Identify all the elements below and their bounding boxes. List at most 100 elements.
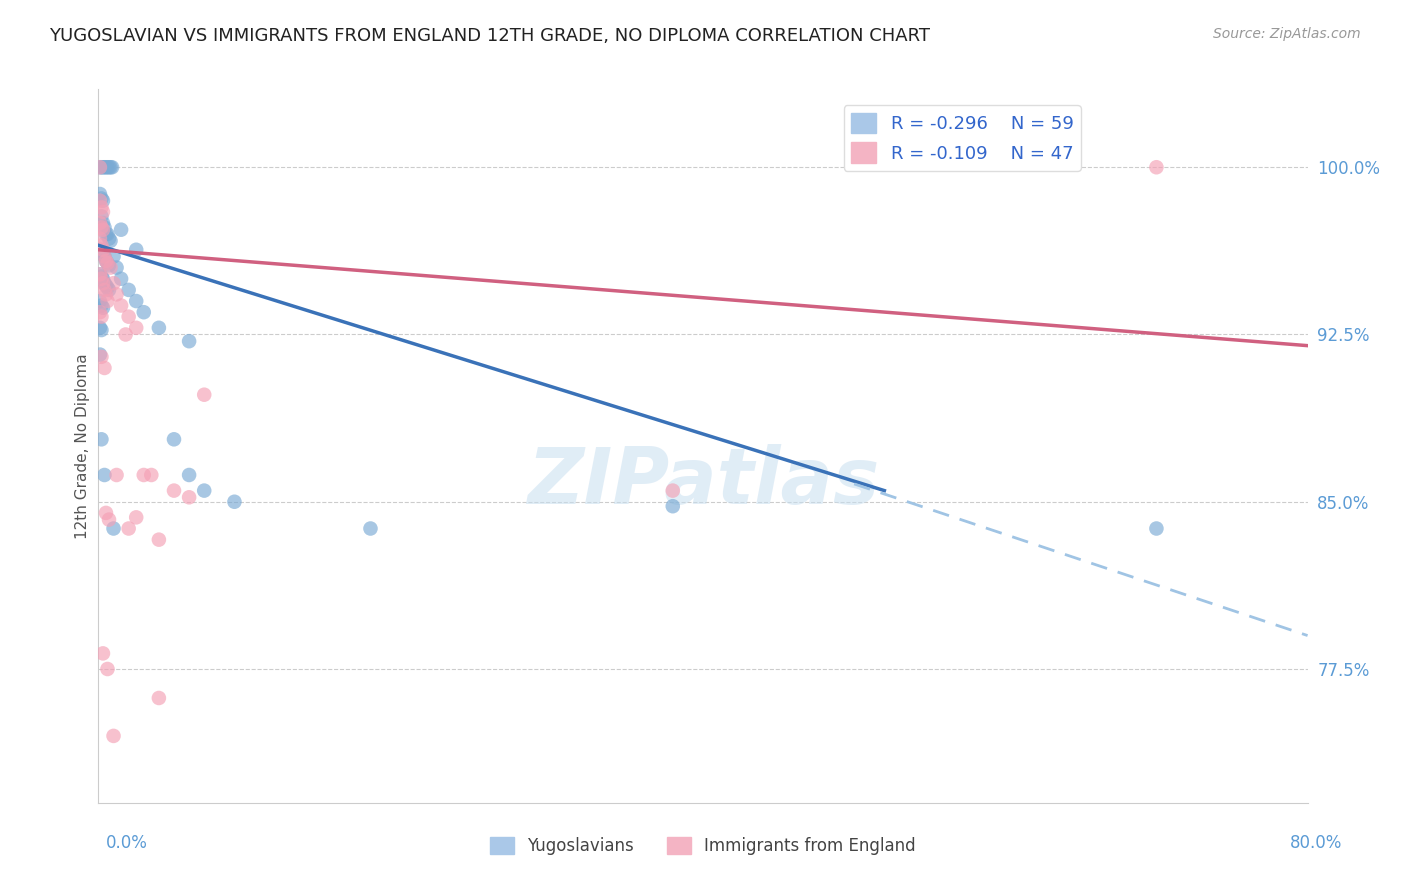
Y-axis label: 12th Grade, No Diploma: 12th Grade, No Diploma <box>75 353 90 539</box>
Point <box>132 467 155 482</box>
Point <box>100 260 122 275</box>
Point <box>110 271 132 285</box>
Point <box>90 191 112 205</box>
Point <box>103 729 125 743</box>
Point <box>125 320 148 334</box>
Point <box>93 283 115 297</box>
Point <box>89 243 111 257</box>
Point <box>90 310 112 324</box>
Point <box>93 467 115 482</box>
Point <box>89 186 111 201</box>
Point <box>94 160 117 174</box>
Point <box>193 387 215 401</box>
Point <box>98 283 121 297</box>
Point <box>179 490 201 504</box>
Point <box>360 521 382 535</box>
Point <box>114 327 136 342</box>
Point <box>118 521 141 535</box>
Point <box>103 249 125 263</box>
Point <box>148 320 170 334</box>
Point <box>91 646 114 660</box>
Point <box>91 301 114 315</box>
Point <box>661 499 683 513</box>
Text: Source: ZipAtlas.com: Source: ZipAtlas.com <box>1213 27 1361 41</box>
Point <box>89 194 111 208</box>
Point <box>94 253 117 268</box>
Text: 0.0%: 0.0% <box>105 834 148 852</box>
Point <box>96 256 118 270</box>
Point <box>118 283 141 297</box>
Point <box>98 258 121 272</box>
Point <box>90 323 112 337</box>
Point <box>89 216 111 230</box>
Point <box>91 216 114 230</box>
Point <box>101 160 124 174</box>
Point <box>96 293 118 308</box>
Text: YUGOSLAVIAN VS IMMIGRANTS FROM ENGLAND 12TH GRADE, NO DIPLOMA CORRELATION CHART: YUGOSLAVIAN VS IMMIGRANTS FROM ENGLAND 1… <box>49 27 931 45</box>
Point <box>89 160 111 174</box>
Point <box>148 533 170 547</box>
Point <box>93 249 115 263</box>
Point <box>132 305 155 319</box>
Point <box>91 276 114 290</box>
Point <box>141 467 163 482</box>
Point <box>193 483 215 498</box>
Point <box>94 506 117 520</box>
Point <box>94 278 117 293</box>
Point <box>103 276 125 290</box>
Point <box>96 256 118 270</box>
Point <box>179 334 201 348</box>
Point <box>224 494 246 508</box>
Point <box>163 432 186 446</box>
Point <box>100 160 122 174</box>
Point <box>96 280 118 294</box>
Point <box>89 347 111 361</box>
Point <box>98 160 121 174</box>
Text: ZIPatlas: ZIPatlas <box>527 443 879 520</box>
Point <box>1144 521 1167 535</box>
Point <box>110 298 132 312</box>
Point <box>90 269 112 284</box>
Point <box>89 320 111 334</box>
Point <box>91 160 114 174</box>
Point <box>163 483 186 498</box>
Point <box>93 360 115 375</box>
Point <box>90 200 112 214</box>
Point <box>89 267 111 281</box>
Point <box>125 293 148 308</box>
Point <box>89 305 111 319</box>
Legend: R = -0.296    N = 59, R = -0.109    N = 47: R = -0.296 N = 59, R = -0.109 N = 47 <box>844 105 1081 170</box>
Point <box>94 253 117 268</box>
Point <box>661 483 683 498</box>
Point <box>93 249 115 263</box>
Point <box>96 662 118 676</box>
Point <box>90 244 112 259</box>
Point <box>98 231 121 245</box>
Point <box>89 160 111 174</box>
Point <box>90 271 112 285</box>
Point <box>91 271 114 285</box>
Point <box>179 467 201 482</box>
Point <box>91 204 114 219</box>
Point <box>118 310 141 324</box>
Point <box>90 350 112 364</box>
Point <box>90 432 112 446</box>
Point <box>89 293 111 308</box>
Point <box>96 227 118 241</box>
Point <box>103 521 125 535</box>
Point <box>90 238 112 252</box>
Point <box>93 220 115 235</box>
Point <box>91 247 114 261</box>
Point <box>93 276 115 290</box>
Point <box>91 222 114 236</box>
Point <box>91 243 114 257</box>
Point <box>1144 160 1167 174</box>
Point <box>94 287 117 301</box>
Legend: Yugoslavians, Immigrants from England: Yugoslavians, Immigrants from England <box>484 830 922 862</box>
Point <box>105 287 128 301</box>
Point <box>89 231 111 245</box>
Point <box>148 690 170 705</box>
Point <box>125 243 148 257</box>
Point <box>105 467 128 482</box>
Point <box>90 160 112 174</box>
